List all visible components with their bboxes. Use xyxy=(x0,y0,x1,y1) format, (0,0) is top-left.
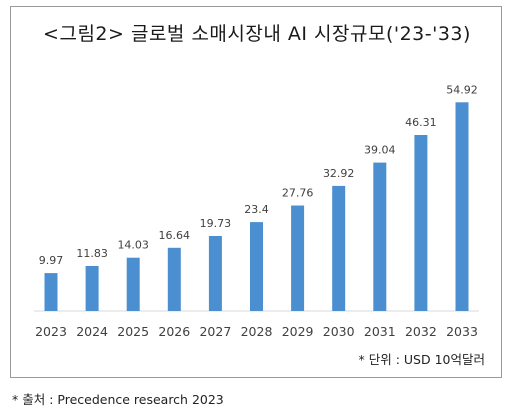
category-label-2033: 2033 xyxy=(446,324,478,339)
category-label-2032: 2032 xyxy=(405,324,437,339)
value-label-2027: 19.73 xyxy=(200,217,232,230)
bar-2027 xyxy=(208,236,222,311)
category-label-2029: 2029 xyxy=(282,324,314,339)
value-label-2030: 32.92 xyxy=(323,167,355,180)
bar-2031 xyxy=(373,162,387,311)
bars-group xyxy=(44,102,469,311)
bar-2033 xyxy=(455,102,469,311)
chart-frame: <그림2> 글로벌 소매시장내 AI 시장규모('23-'33) 9.97 11.… xyxy=(10,6,502,378)
value-label-2029: 27.76 xyxy=(282,187,314,200)
chart-title: <그림2> 글로벌 소매시장내 AI 시장규모('23-'33) xyxy=(43,23,471,45)
value-label-2028: 23.4 xyxy=(244,203,269,216)
value-label-2031: 39.04 xyxy=(364,144,396,157)
category-label-2031: 2031 xyxy=(364,324,396,339)
value-label-2025: 14.03 xyxy=(117,239,149,252)
bar-2029 xyxy=(291,205,305,311)
value-label-2024: 11.83 xyxy=(76,247,108,260)
bar-2032 xyxy=(414,135,428,311)
value-labels-group: 9.97 11.83 14.03 16.64 19.73 23.4 27.76 32.92 39… xyxy=(39,83,478,267)
bar-2025 xyxy=(126,257,140,311)
category-label-2025: 2025 xyxy=(117,324,149,339)
bar-2026 xyxy=(167,247,181,311)
bar-2030 xyxy=(332,185,346,311)
bar-2023 xyxy=(44,273,58,311)
value-label-2033: 54.92 xyxy=(446,83,478,96)
category-label-2026: 2026 xyxy=(158,324,190,339)
category-label-2023: 2023 xyxy=(35,324,67,339)
bar-2028 xyxy=(250,222,263,311)
bar-chart: 9.97 11.83 14.03 16.64 19.73 23.4 27.76 32.92 39… xyxy=(34,83,479,339)
source-note: * 출처 : Precedence research 2023 xyxy=(12,392,224,407)
unit-note: * 단위 : USD 10억달러 xyxy=(358,352,485,367)
bar-2024 xyxy=(85,266,99,311)
category-label-2027: 2027 xyxy=(199,324,231,339)
category-label-2028: 2028 xyxy=(241,324,273,339)
category-label-2024: 2024 xyxy=(76,324,108,339)
value-label-2032: 46.31 xyxy=(405,116,437,129)
category-label-2030: 2030 xyxy=(323,324,355,339)
category-labels-group: 2023 2024 2025 2026 2027 2028 2029 2030 2031 2032… xyxy=(35,324,478,339)
value-label-2026: 16.64 xyxy=(159,229,191,242)
value-label-2023: 9.97 xyxy=(39,254,64,267)
